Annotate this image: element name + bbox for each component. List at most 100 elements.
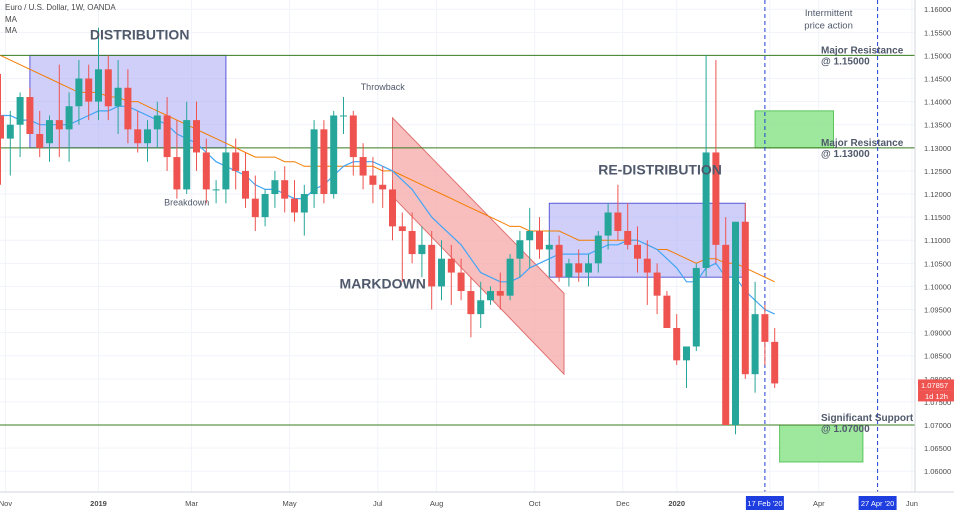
candle-body — [467, 291, 475, 315]
candle-body — [614, 212, 622, 231]
price-tick-label: 1.15000 — [924, 51, 951, 60]
candle-body — [487, 291, 494, 301]
level-label: Significant Support — [821, 413, 914, 424]
candle-body — [545, 244, 553, 250]
candle-body — [281, 180, 289, 199]
candle-body — [634, 244, 641, 259]
candle-body — [398, 226, 406, 231]
level-label: @ 1.13000 — [821, 149, 870, 160]
candle-body — [65, 106, 73, 130]
candle-body — [212, 189, 220, 191]
candle-body — [506, 258, 514, 296]
candle-body — [575, 263, 583, 273]
candle-body — [153, 115, 161, 130]
green-zone — [779, 424, 864, 463]
legend-ma-fast: MA — [5, 15, 17, 24]
candle-body — [349, 115, 357, 158]
candle-body — [85, 78, 93, 102]
time-tick-label: Mar — [185, 499, 198, 508]
candle-body — [183, 120, 191, 190]
candle-body — [163, 115, 171, 158]
time-tick-label: 2020 — [668, 499, 685, 508]
candle-body — [16, 97, 24, 125]
date-marker-label: 27 Apr '20 — [861, 499, 895, 508]
price-tick-label: 1.08000 — [924, 375, 951, 384]
candle-body — [271, 180, 279, 195]
candle-body — [104, 69, 112, 107]
candle-body — [134, 129, 142, 144]
candle-body — [408, 230, 416, 255]
annotation-label: Intermittent — [805, 8, 853, 19]
date-marker-label: 17 Feb '20 — [747, 499, 782, 508]
price-tick-label: 1.13000 — [924, 144, 951, 153]
date-marker-badge — [745, 496, 784, 510]
candles — [0, 27, 779, 435]
candle-body — [310, 129, 318, 195]
time-tick-label: May — [283, 499, 297, 508]
candle-body — [26, 97, 34, 134]
price-tick-label: 1.09500 — [924, 306, 951, 315]
price-tick-label: 1.07500 — [924, 398, 951, 407]
candle-body — [330, 115, 338, 195]
countdown-badge — [918, 390, 954, 402]
last-price-badge — [918, 379, 954, 391]
level-label: @ 1.07000 — [821, 424, 870, 435]
price-tick-label: 1.10500 — [924, 259, 951, 268]
annotation-label: Throwback — [361, 82, 406, 92]
candle-body — [643, 258, 651, 273]
candle-body — [36, 133, 44, 148]
time-tick-label: Aug — [430, 499, 443, 508]
candle-body — [261, 194, 269, 218]
candle-body — [663, 295, 671, 328]
candle-body — [447, 258, 455, 273]
price-tick-label: 1.11000 — [924, 236, 951, 245]
candle-body — [114, 87, 122, 107]
time-tick-label: Jun — [906, 499, 918, 508]
candle-body — [477, 300, 485, 315]
candle-body — [536, 230, 543, 250]
candle-body — [438, 258, 445, 287]
candle-body — [251, 198, 259, 218]
annotation-label: DISTRIBUTION — [90, 26, 190, 42]
price-tick-label: 1.15500 — [924, 28, 951, 37]
candle-body — [320, 129, 328, 195]
candle-body — [761, 314, 769, 342]
candle-body — [193, 120, 200, 153]
time-tick-label: Apr — [813, 499, 825, 508]
candle-body — [555, 244, 563, 278]
price-tick-label: 1.11500 — [924, 213, 951, 222]
candle-body — [222, 152, 230, 190]
annotation-label: Breakdown — [164, 198, 209, 208]
candle-body — [340, 115, 347, 117]
candle-body — [751, 314, 759, 375]
candle-body — [673, 328, 681, 361]
candle-body — [722, 244, 730, 426]
candle-body — [594, 235, 602, 264]
level-label: Major Resistance — [821, 45, 904, 56]
price-tick-label: 1.07000 — [924, 421, 951, 430]
candle-body — [232, 152, 240, 171]
date-marker-badge — [858, 496, 897, 510]
candle-body — [692, 267, 700, 347]
chart-header-title: Euro / U.S. Dollar, 1W, OANDA — [5, 3, 116, 12]
candle-body — [95, 69, 102, 102]
candle-body — [379, 184, 387, 190]
candle-body — [732, 221, 739, 426]
candle-body — [242, 170, 249, 199]
candle-body — [144, 129, 151, 144]
candle-body — [428, 244, 436, 287]
time-tick-label: Dec — [616, 499, 630, 508]
candle-body — [771, 341, 779, 384]
annotation-label: price action — [804, 21, 853, 32]
price-tick-label: 1.16000 — [924, 5, 951, 14]
annotations: DISTRIBUTION RE-DISTRIBUTION MARKDOWN Throw… — [90, 8, 914, 435]
candle-body — [6, 124, 14, 139]
countdown-label: 1d 12h — [925, 392, 948, 401]
candle-body — [418, 244, 426, 255]
candle-body — [300, 194, 308, 213]
date-marker-lines — [764, 0, 879, 492]
time-tick-label: Nov — [0, 499, 12, 508]
candle-body — [526, 230, 534, 241]
price-tick-label: 1.14000 — [924, 98, 951, 107]
